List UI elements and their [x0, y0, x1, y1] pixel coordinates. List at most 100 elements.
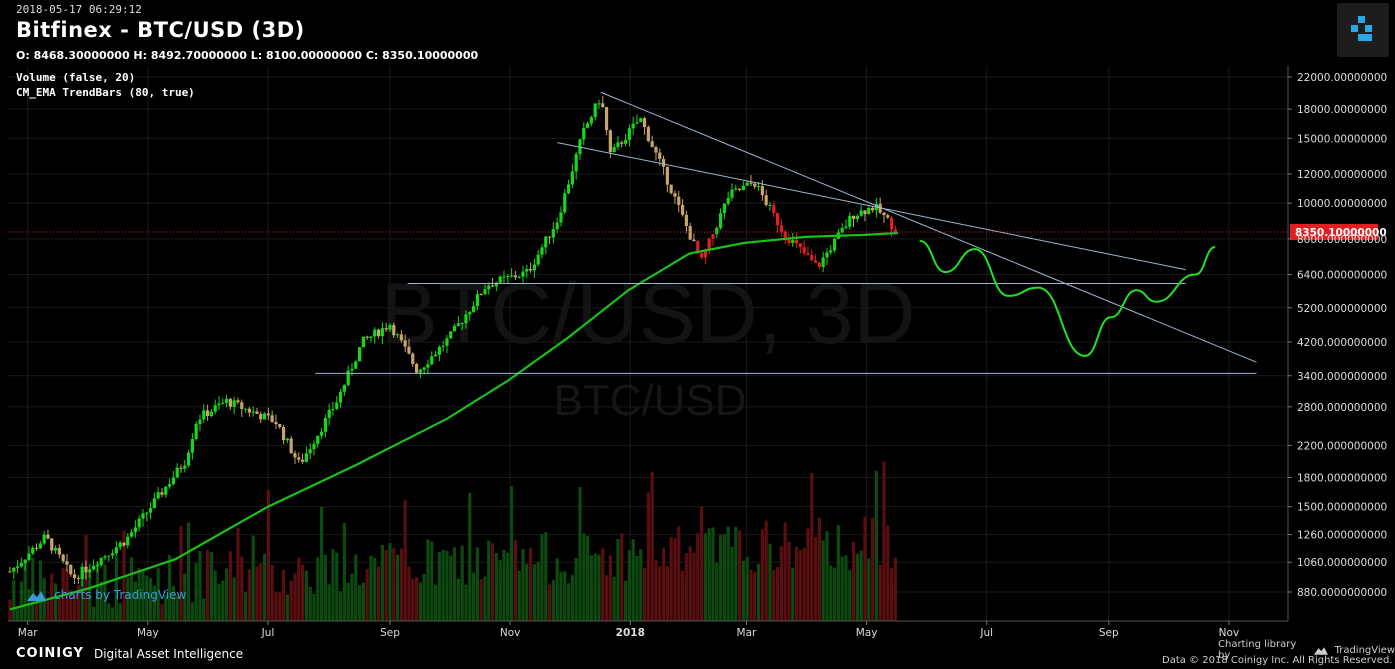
- volume-bar: [886, 525, 890, 621]
- volume-bar: [547, 584, 552, 621]
- candle-body: [772, 204, 776, 214]
- y-tick-label: 22000.00000000: [1297, 72, 1387, 84]
- volume-bar: [107, 603, 111, 621]
- candle-body: [342, 384, 346, 392]
- volume-bar: [251, 535, 255, 621]
- candle-body: [726, 197, 730, 204]
- candle-body: [821, 257, 825, 267]
- volume-bar: [661, 547, 666, 621]
- volume-bar: [270, 565, 274, 621]
- tradingview-link[interactable]: TradingView: [1334, 644, 1395, 656]
- candle-body: [775, 213, 780, 226]
- volume-bar: [221, 580, 225, 621]
- volume-bar: [171, 585, 175, 621]
- volume-bar: [278, 592, 282, 621]
- indicator-ema-label[interactable]: CM_EMA TrendBars (80, true): [16, 86, 195, 99]
- candle-body: [213, 405, 217, 412]
- candle-body: [829, 250, 833, 253]
- x-tick-label: Mar: [737, 627, 757, 639]
- candle-body: [844, 226, 848, 228]
- candle-body: [730, 189, 734, 198]
- candle-body: [547, 236, 552, 238]
- volume-bar: [806, 528, 810, 621]
- indicator-volume-label[interactable]: Volume (false, 20): [16, 71, 136, 84]
- volume-bar: [741, 560, 745, 621]
- volume-bar: [832, 567, 837, 621]
- volume-bar: [152, 585, 156, 621]
- candle-body: [80, 566, 84, 579]
- y-tick-label: 2200.000000000: [1297, 440, 1387, 452]
- volume-bar: [821, 540, 825, 621]
- volume-bar: [167, 554, 172, 621]
- candle-body: [65, 561, 69, 565]
- candle-body: [95, 565, 99, 567]
- candle-body: [361, 336, 365, 348]
- candle-body: [711, 234, 715, 239]
- watermark-symbol-text: BTC/USD, 3D: [380, 266, 915, 362]
- volume-bar: [718, 534, 723, 621]
- y-tick-label: 1260.000000000: [1297, 530, 1387, 542]
- candle-body: [806, 253, 810, 255]
- candle-body: [384, 328, 388, 330]
- volume-bar: [380, 544, 384, 621]
- volume-bar: [15, 608, 20, 621]
- candle-body: [171, 477, 175, 485]
- candle-body: [403, 340, 407, 347]
- volume-bar: [342, 522, 346, 621]
- candle-body: [285, 438, 289, 441]
- candle-body: [563, 193, 567, 213]
- candle-body: [680, 204, 685, 215]
- candle-body: [449, 331, 453, 339]
- volume-bar: [456, 578, 460, 621]
- volume-bar: [528, 547, 533, 621]
- volume-bar: [69, 590, 73, 621]
- tradingview-watermark[interactable]: charts by TradingView: [24, 588, 186, 602]
- volume-bar: [475, 547, 479, 621]
- candle-body: [464, 314, 468, 324]
- candle-body: [365, 336, 369, 338]
- volume-bar: [338, 591, 343, 621]
- volume-bar: [623, 580, 628, 621]
- candle-body: [114, 547, 118, 554]
- candle-body: [357, 347, 362, 362]
- volume-bar: [12, 580, 16, 621]
- coinigy-brand[interactable]: COINIGY: [16, 646, 84, 661]
- candle-body: [12, 567, 16, 572]
- candle-body: [513, 275, 517, 278]
- volume-bar: [498, 560, 502, 621]
- volume-bar: [711, 527, 715, 621]
- volume-bar: [236, 528, 240, 621]
- candle-body: [297, 457, 301, 460]
- candle-body: [855, 215, 859, 219]
- last-price-label: 8350.10000000: [1295, 227, 1387, 239]
- candle-body: [350, 368, 354, 371]
- volume-bar: [179, 526, 183, 621]
- candle-body: [354, 361, 358, 369]
- coinigy-logo-button[interactable]: [1337, 3, 1389, 57]
- volume-bar: [597, 554, 601, 621]
- candle-body: [813, 260, 818, 263]
- volume-bar: [593, 553, 597, 621]
- volume-bar: [760, 529, 764, 621]
- candle-body: [338, 391, 343, 403]
- volume-bar: [392, 547, 396, 621]
- candle-body: [851, 215, 856, 219]
- volume-bar: [532, 564, 536, 621]
- volume-bar: [753, 571, 757, 621]
- volume-bar: [414, 577, 419, 621]
- candle-body: [433, 354, 438, 357]
- volume-bar: [848, 570, 852, 621]
- candle-body: [650, 141, 654, 148]
- volume-bar: [730, 546, 734, 621]
- volume-bar: [335, 552, 339, 621]
- volume-bar: [745, 556, 749, 621]
- candle-body: [23, 559, 27, 564]
- volume-bar: [574, 558, 578, 621]
- volume-bar: [297, 557, 301, 621]
- candle-body: [278, 424, 282, 427]
- volume-bar: [582, 533, 586, 621]
- volume-bar: [851, 541, 856, 621]
- volume-bar: [266, 489, 270, 621]
- candle-body: [183, 465, 187, 469]
